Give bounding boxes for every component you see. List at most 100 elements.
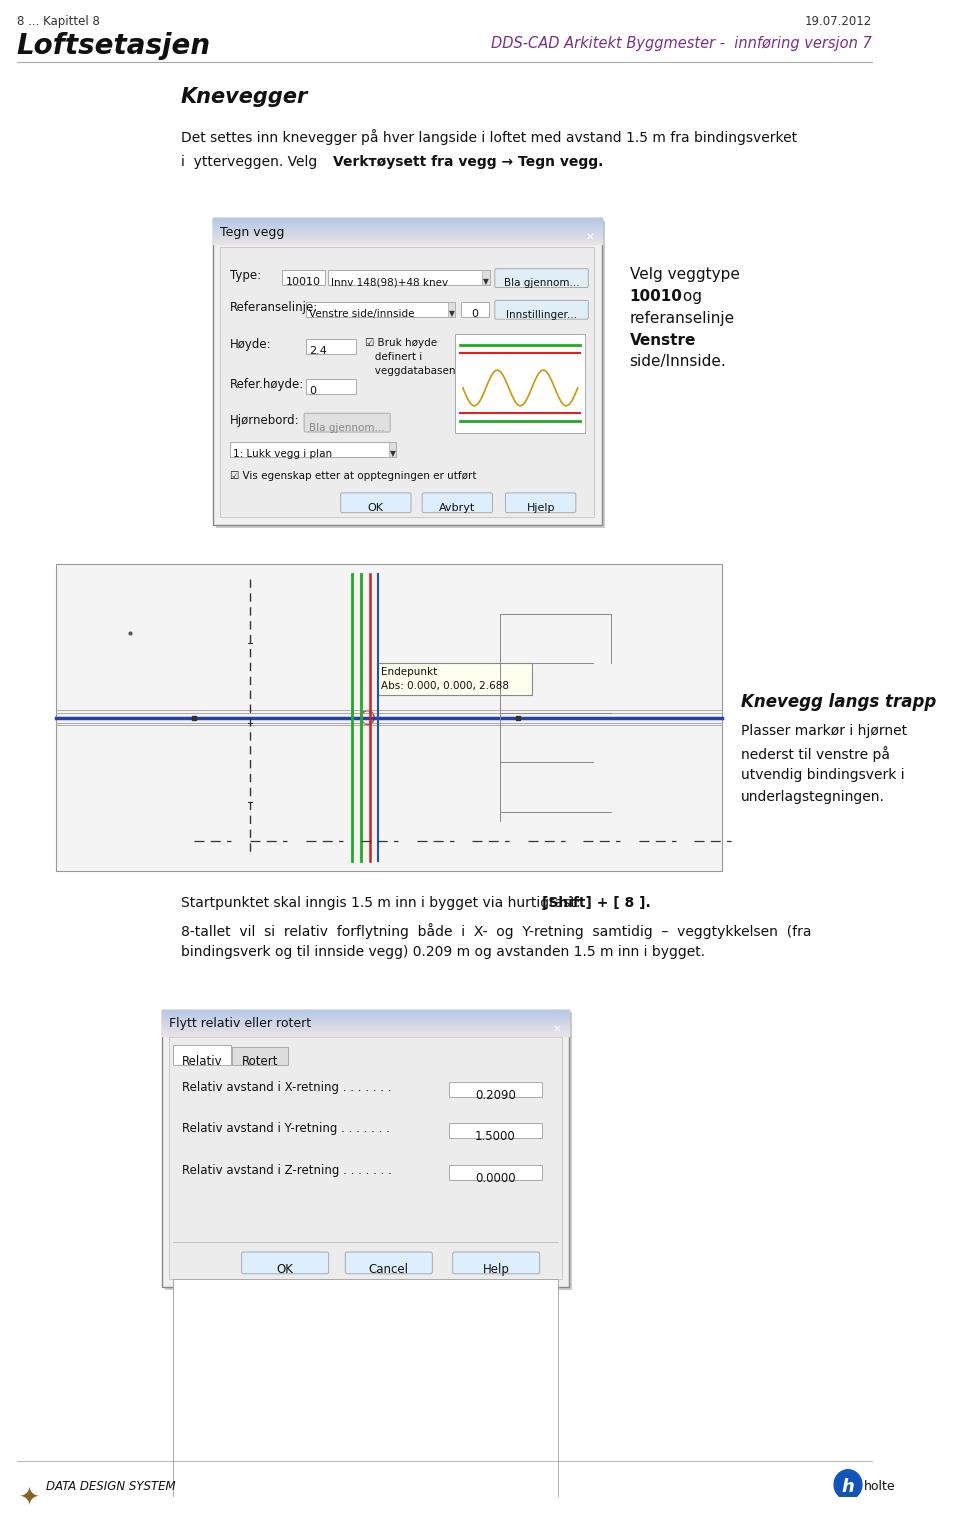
Text: Abs: 0.000, 0.000, 2.688: Abs: 0.000, 0.000, 2.688 (381, 681, 510, 691)
Text: referanselinje: referanselinje (630, 310, 734, 325)
Text: definert i: definert i (365, 353, 422, 362)
Text: ✕: ✕ (553, 1023, 562, 1033)
Bar (547, 1014, 567, 1033)
Text: Endepunkt: Endepunkt (381, 667, 438, 678)
Text: Relativ avstand i Y-retning . . . . . . .: Relativ avstand i Y-retning . . . . . . … (182, 1123, 391, 1135)
Text: holte: holte (864, 1480, 896, 1493)
Bar (327, 271, 490, 284)
Text: Type:: Type: (229, 269, 261, 283)
Bar (305, 303, 455, 316)
FancyBboxPatch shape (341, 493, 411, 513)
Text: Relativ: Relativ (181, 1055, 222, 1068)
Text: side/Innside.: side/Innside. (630, 354, 727, 369)
Bar (482, 271, 490, 284)
Text: 0.2090: 0.2090 (475, 1089, 516, 1101)
Text: 8-tallet  vil  si  relativ  forflytning  både  i  X-  og  Y-retning  samtidig  –: 8-tallet vil si relativ forflytning både… (180, 923, 811, 940)
Text: Verkтøysett fra vegg → Tegn vegg.: Verkтøysett fra vegg → Tegn vegg. (333, 156, 604, 169)
FancyBboxPatch shape (453, 1253, 540, 1274)
Bar (449, 1123, 541, 1138)
Text: 1: Lukk vegg i plan: 1: Lukk vegg i plan (233, 449, 332, 460)
Text: Høyde:: Høyde: (229, 339, 272, 351)
Text: 1.5000: 1.5000 (475, 1130, 516, 1144)
FancyBboxPatch shape (346, 1253, 432, 1274)
Text: Knevegger: Knevegger (180, 88, 308, 107)
Text: Hjørnebord:: Hjørnebord: (229, 413, 300, 427)
Text: [Shift] + [ 8 ].: [Shift] + [ 8 ]. (541, 896, 650, 909)
Text: DDS-CAD Arkitekt Byggmester -  innføring versjon 7: DDS-CAD Arkitekt Byggmester - innføring … (492, 36, 872, 50)
Text: DATA DESIGN SYSTEM: DATA DESIGN SYSTEM (46, 1480, 176, 1493)
Text: ✦: ✦ (19, 1487, 40, 1510)
Text: 19.07.2012: 19.07.2012 (804, 15, 872, 27)
FancyBboxPatch shape (494, 269, 588, 287)
Text: h: h (842, 1478, 854, 1496)
Text: Innstillinger...: Innstillinger... (506, 310, 577, 319)
Bar (455, 333, 585, 433)
Text: Cancel: Cancel (369, 1263, 409, 1275)
FancyBboxPatch shape (494, 301, 588, 319)
Bar (216, 221, 605, 528)
Bar (229, 442, 396, 457)
Text: Flytt relativ eller rotert: Flytt relativ eller rotert (169, 1017, 312, 1030)
Text: Bla gjennom...: Bla gjennom... (504, 278, 580, 287)
FancyBboxPatch shape (242, 1253, 328, 1274)
Text: nederst til venstre på: nederst til venstre på (740, 746, 890, 763)
Text: Refer.høyde:: Refer.høyde: (229, 378, 304, 390)
Text: Det settes inn knevegger på hver langside i loftet med avstand 1.5 m fra binding: Det settes inn knevegger på hver langsid… (180, 129, 797, 145)
Text: ▼: ▼ (390, 449, 396, 458)
Bar (305, 380, 356, 393)
Text: Rotert: Rotert (242, 1055, 278, 1068)
Text: Knevegg langs trapp: Knevegg langs trapp (740, 693, 936, 711)
Text: OK: OK (368, 502, 384, 513)
Text: 10010: 10010 (630, 289, 683, 304)
Text: Venstre: Venstre (630, 333, 696, 348)
Bar (389, 442, 396, 457)
Bar (580, 222, 600, 242)
Bar (232, 1047, 288, 1065)
Bar (461, 303, 489, 316)
Text: Bla gjennom...: Bla gjennom... (309, 422, 385, 433)
Bar (213, 218, 602, 525)
Text: 0: 0 (471, 309, 478, 319)
Bar (173, 1045, 230, 1065)
FancyBboxPatch shape (376, 663, 533, 694)
Text: bindingsverk og til innside vegg) 0.209 m og avstanden 1.5 m inn i bygget.: bindingsverk og til innside vegg) 0.209 … (180, 946, 705, 959)
Text: utvendig bindingsverk i: utvendig bindingsverk i (740, 769, 904, 782)
Bar (449, 1165, 541, 1180)
Text: Referanselinje:: Referanselinje: (229, 301, 318, 313)
Text: Loftsetasjen: Loftsetasjen (16, 32, 211, 59)
Text: Avbryt: Avbryt (440, 502, 475, 513)
Bar (162, 1009, 569, 1286)
FancyBboxPatch shape (506, 493, 576, 513)
Bar (448, 303, 455, 316)
Text: Relativ avstand i Z-retning . . . . . . .: Relativ avstand i Z-retning . . . . . . … (182, 1163, 393, 1177)
Text: ☑ Bruk høyde: ☑ Bruk høyde (365, 339, 437, 348)
Text: ✕: ✕ (586, 231, 594, 242)
Text: Relativ avstand i X-retning . . . . . . .: Relativ avstand i X-retning . . . . . . … (182, 1080, 392, 1094)
Text: veggdatabasen: veggdatabasen (365, 366, 455, 377)
Bar (282, 271, 324, 284)
Text: Startpunktet skal inngis 1.5 m inn i bygget via hurtigtast:: Startpunktet skal inngis 1.5 m inn i byg… (180, 896, 585, 909)
Text: 0: 0 (309, 386, 316, 396)
Text: Velg veggtype: Velg veggtype (630, 268, 739, 283)
Text: ▼: ▼ (449, 309, 455, 318)
Bar (169, 1038, 562, 1278)
Bar (221, 248, 594, 516)
Text: 10010: 10010 (286, 277, 322, 287)
Text: OK: OK (276, 1263, 294, 1275)
Text: Innv 148(98)+48 knev: Innv 148(98)+48 knev (331, 277, 448, 287)
Text: underlagstegningen.: underlagstegningen. (740, 790, 884, 803)
Text: Venstre side/innside: Venstre side/innside (309, 309, 415, 319)
Bar (449, 1082, 541, 1097)
Text: 8 ... Kapittel 8: 8 ... Kapittel 8 (16, 15, 100, 27)
Text: 0.0000: 0.0000 (475, 1173, 516, 1185)
Text: Hjelp: Hjelp (526, 502, 555, 513)
Bar (305, 339, 356, 354)
Text: ▼: ▼ (483, 277, 489, 286)
Bar (165, 1012, 572, 1289)
Text: Tegn vegg: Tegn vegg (221, 225, 285, 239)
Text: 2.4: 2.4 (309, 346, 327, 357)
Text: ☑ Vis egenskap etter at opptegningen er utført: ☑ Vis egenskap etter at opptegningen er … (229, 471, 476, 481)
Text: Plasser markør i hjørnet: Plasser markør i hjørnet (740, 725, 907, 738)
Bar (56, 564, 722, 871)
Text: Help: Help (483, 1263, 510, 1275)
